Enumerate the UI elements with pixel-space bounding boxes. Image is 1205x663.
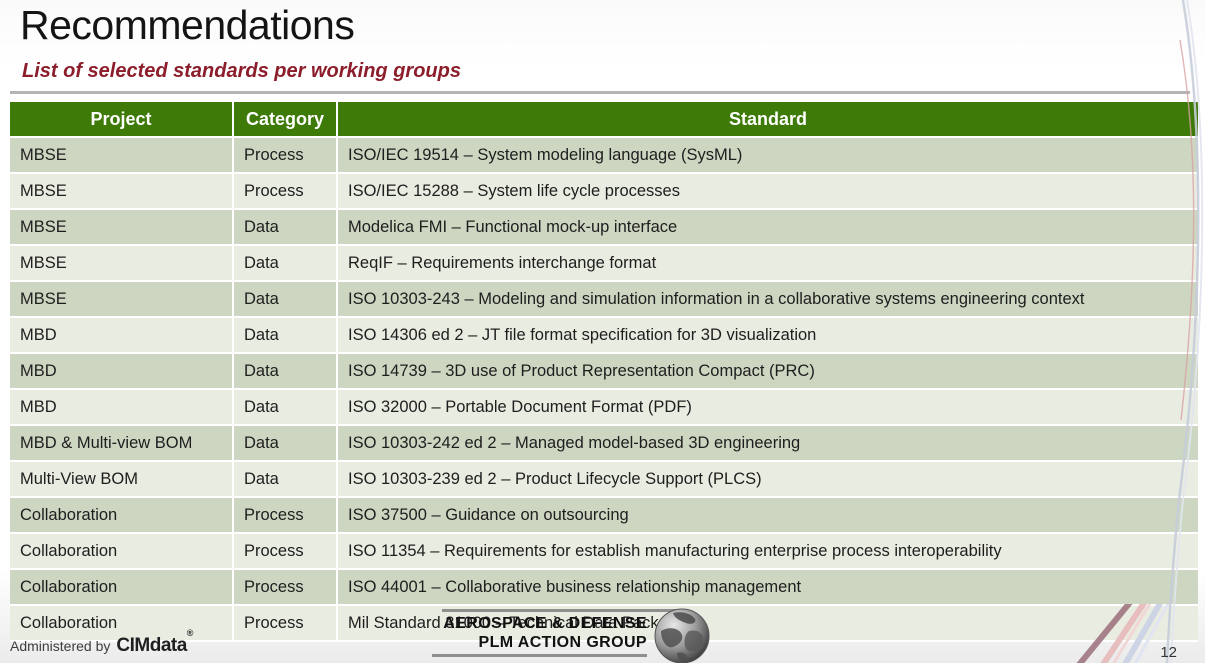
project-cell: MBSE: [10, 244, 234, 282]
column-header-project: Project: [10, 100, 234, 138]
page-number: 12: [1160, 644, 1177, 661]
table-row: MBSE Data Modelica FMI – Functional mock…: [10, 208, 1198, 246]
logo-top-bar: [442, 609, 677, 612]
page-subtitle: List of selected standards per working g…: [22, 60, 461, 82]
standards-table: Project Category Standard MBSE Process I…: [10, 100, 1198, 642]
category-cell: Process: [232, 604, 338, 642]
category-cell: Data: [232, 352, 338, 390]
standard-cell: ReqIF – Requirements interchange format: [336, 244, 1198, 282]
globe-icon: [654, 608, 710, 663]
standard-cell: ISO 44001 – Collaborative business relat…: [336, 568, 1198, 606]
logo-line1: AEROSPACE & DEFENSE: [443, 615, 647, 632]
project-cell: Collaboration: [10, 496, 234, 534]
registered-mark: ®: [186, 628, 194, 638]
category-cell: Data: [232, 460, 338, 498]
table-row: MBD Data ISO 32000 – Portable Document F…: [10, 388, 1198, 426]
project-cell: Multi-View BOM: [10, 460, 234, 498]
category-cell: Data: [232, 280, 338, 318]
category-cell: Data: [232, 424, 338, 462]
project-cell: Collaboration: [10, 532, 234, 570]
project-cell: MBD: [10, 388, 234, 426]
standard-cell: ISO 37500 – Guidance on outsourcing: [336, 496, 1198, 534]
standard-cell: ISO 14306 ed 2 – JT file format specific…: [336, 316, 1198, 354]
standard-cell: ISO 11354 – Requirements for establish m…: [336, 532, 1198, 570]
project-cell: Collaboration: [10, 604, 234, 642]
plm-action-group-logo: AEROSPACE & DEFENSE PLM ACTION GROUP: [432, 603, 711, 663]
table-row: Multi-View BOM Data ISO 10303-239 ed 2 –…: [10, 460, 1198, 498]
table-row: MBSE Process ISO/IEC 19514 – System mode…: [10, 136, 1198, 174]
column-header-category: Category: [232, 100, 338, 138]
project-cell: MBD & Multi-view BOM: [10, 424, 234, 462]
project-cell: MBSE: [10, 280, 234, 318]
project-cell: MBSE: [10, 172, 234, 210]
project-cell: MBSE: [10, 136, 234, 174]
table-row: MBD Data ISO 14739 – 3D use of Product R…: [10, 352, 1198, 390]
column-header-standard: Standard: [336, 100, 1198, 138]
table-row: Collaboration Process ISO 44001 – Collab…: [10, 568, 1198, 606]
category-cell: Process: [232, 532, 338, 570]
category-cell: Process: [232, 496, 338, 534]
category-cell: Process: [232, 568, 338, 606]
standard-cell: Modelica FMI – Functional mock-up interf…: [336, 208, 1198, 246]
administered-by-label: Administered by: [10, 638, 111, 654]
standard-cell: ISO 32000 – Portable Document Format (PD…: [336, 388, 1198, 426]
standard-cell: ISO 14739 – 3D use of Product Representa…: [336, 352, 1198, 390]
administered-by: Administered by CIMdata®: [10, 628, 193, 657]
logo-line2: PLM ACTION GROUP: [478, 634, 647, 651]
plm-action-group-logo-text: AEROSPACE & DEFENSE PLM ACTION GROUP: [432, 609, 677, 657]
standard-cell: ISO 10303-243 – Modeling and simulation …: [336, 280, 1198, 318]
page-title: Recommendations: [20, 2, 355, 48]
table-row: MBD & Multi-view BOM Data ISO 10303-242 …: [10, 424, 1198, 462]
project-cell: MBSE: [10, 208, 234, 246]
standard-cell: ISO 10303-242 ed 2 – Managed model-based…: [336, 424, 1198, 462]
standard-cell: ISO/IEC 15288 – System life cycle proces…: [336, 172, 1198, 210]
standard-cell: ISO/IEC 19514 – System modeling language…: [336, 136, 1198, 174]
table-row: Collaboration Process ISO 37500 – Guidan…: [10, 496, 1198, 534]
logo-bottom-bar: [432, 654, 647, 657]
table-header-row: Project Category Standard: [10, 100, 1198, 138]
table-row: MBD Data ISO 14306 ed 2 – JT file format…: [10, 316, 1198, 354]
table-row: MBSE Process ISO/IEC 15288 – System life…: [10, 172, 1198, 210]
standard-cell: ISO 10303-239 ed 2 – Product Lifecycle S…: [336, 460, 1198, 498]
category-cell: Data: [232, 388, 338, 426]
project-cell: MBD: [10, 352, 234, 390]
cimdata-logo: CIMdata®: [116, 628, 193, 656]
table-row: Collaboration Process ISO 11354 – Requir…: [10, 532, 1198, 570]
category-cell: Process: [232, 136, 338, 174]
category-cell: Data: [232, 316, 338, 354]
divider-rule: [10, 91, 1190, 94]
table-row: MBSE Data ReqIF – Requirements interchan…: [10, 244, 1198, 282]
category-cell: Data: [232, 208, 338, 246]
project-cell: Collaboration: [10, 568, 234, 606]
project-cell: MBD: [10, 316, 234, 354]
table-row: MBSE Data ISO 10303-243 – Modeling and s…: [10, 280, 1198, 318]
category-cell: Process: [232, 172, 338, 210]
category-cell: Data: [232, 244, 338, 282]
